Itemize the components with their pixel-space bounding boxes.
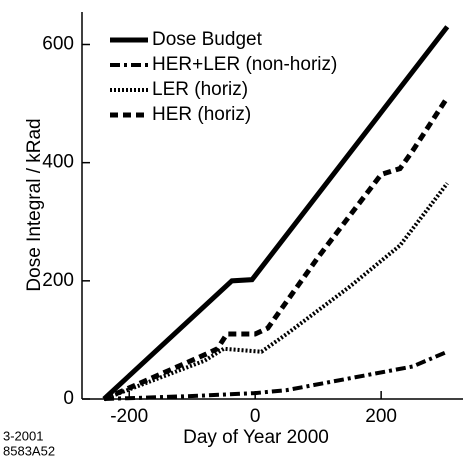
y-tick-label: 400 xyxy=(42,152,74,173)
x-tick-label: 0 xyxy=(250,406,261,427)
legend-label: HER+LER (non-horiz) xyxy=(152,54,337,75)
series-line xyxy=(102,25,450,401)
x-axis-label: Day of Year 2000 xyxy=(183,427,329,448)
y-axis-label: Dose Integral / kRad xyxy=(24,118,45,291)
y-tick-label: 600 xyxy=(42,34,74,55)
series-line xyxy=(103,96,450,402)
legend-label: HER (horiz) xyxy=(152,104,251,125)
x-tick-label: -200 xyxy=(110,406,148,427)
legend-label: Dose Budget xyxy=(152,29,263,50)
annotation: 8583A52 xyxy=(3,443,55,458)
legend-label: LER (horiz) xyxy=(152,79,248,100)
x-tick-label: 200 xyxy=(365,406,397,427)
series-line xyxy=(103,182,449,401)
y-tick-label: 0 xyxy=(63,388,74,409)
series-line xyxy=(103,349,449,401)
annotation: 3-2001 xyxy=(3,428,43,443)
y-tick-label: 200 xyxy=(42,270,74,291)
